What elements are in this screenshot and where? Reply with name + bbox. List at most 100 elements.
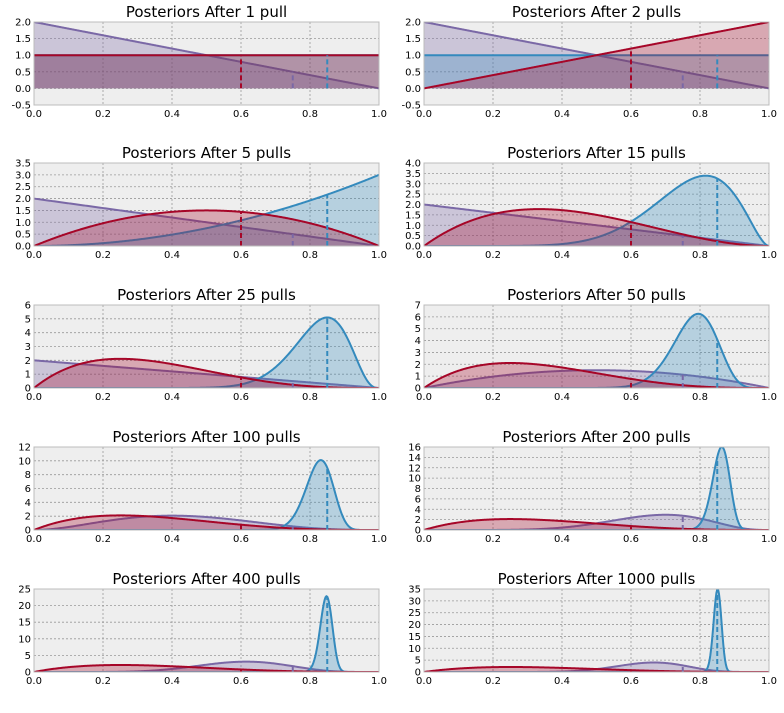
x-tick-label: 1.0 (761, 392, 777, 403)
x-tick-label: 0.6 (233, 250, 249, 261)
posterior-area-arm_b (424, 519, 769, 530)
x-tick-label: 0.0 (26, 109, 42, 120)
curves (34, 459, 379, 530)
posterior-line-arm_c (34, 459, 379, 530)
subplot-2: 0.0 0.2 0.4 0.6 0.8 1.0-0.50.00.51.01.52.0Pos… (401, 3, 776, 120)
y-tick-label: 0.0 (405, 84, 421, 95)
posterior-line-arm_a (424, 203, 769, 246)
y-tick-label: 6 (25, 301, 31, 312)
x-tick-label: 0.2 (95, 392, 111, 403)
curves (34, 316, 379, 388)
y-tick-label: 2 (415, 515, 421, 526)
x-tick-label: 0.6 (233, 676, 249, 687)
x-tick-label: 0.6 (623, 676, 639, 687)
x-tick-label: 0.2 (485, 676, 501, 687)
y-tick-label: 0.5 (405, 67, 421, 78)
subplot-9: 0.0 0.2 0.4 0.6 0.8 1.0 0 5 10 15 20 25 Posteriors A… (18, 570, 387, 687)
y-tick-label: 4 (25, 328, 31, 339)
x-tick-label: 0.0 (416, 250, 432, 261)
posterior-line-arm_b (424, 22, 769, 90)
plot-frame (33, 588, 380, 673)
x-tick-label: 1.0 (761, 676, 777, 687)
x-tick-label: 0.4 (164, 250, 180, 261)
x-tick-label: 0.0 (26, 392, 42, 403)
y-tick-label: 0 (25, 384, 31, 395)
posterior-line-arm_a (424, 369, 769, 388)
y-tick-label: 7 (415, 301, 421, 312)
y-tick-label: 0.0 (15, 242, 31, 253)
y-tick-label: 2.0 (15, 18, 31, 29)
subplot-7: 0.0 0.2 0.4 0.6 0.8 1.0 0 2 4 6 8 10 12 Posteriors Af… (18, 428, 387, 545)
x-tick-label: 0.2 (485, 392, 501, 403)
y-tick-label: -0.5 (401, 101, 421, 112)
x-tick-label: 0.4 (554, 109, 570, 120)
y-tick-label: 4 (25, 498, 31, 509)
posterior-line-arm_c (424, 589, 769, 672)
y-tick-label: 20 (408, 620, 421, 631)
y-tick-label: 1.0 (405, 51, 421, 62)
y-tick-label: 0.5 (15, 67, 31, 78)
subplot-title: Posteriors After 2 pulls (512, 3, 681, 21)
y-tick-label: 2.0 (405, 200, 421, 211)
x-tick-label: 0.4 (164, 109, 180, 120)
curves (424, 22, 769, 90)
posterior-line-arm_c (424, 174, 769, 246)
y-tick-label: 25 (18, 585, 31, 596)
y-tick-label: 1 (25, 370, 31, 381)
x-tick-label: 0.2 (95, 676, 111, 687)
x-tick-label: 0.4 (164, 676, 180, 687)
x-tick-label: 1.0 (371, 392, 387, 403)
y-tick-label: 16 (408, 443, 421, 454)
y-tick-label: 12 (408, 463, 421, 474)
subplot-3: 0.0 0.2 0.4 0.6 0.8 1.00.00.51.01.52.02.53.03… (15, 144, 387, 261)
y-tick-label: 2.5 (405, 190, 421, 201)
x-tick-label: 0.2 (95, 109, 111, 120)
y-tick-label: 3.5 (15, 159, 31, 170)
y-tick-label: 5 (25, 651, 31, 662)
y-tick-label: 0.0 (15, 84, 31, 95)
subplot-title: Posteriors After 25 pulls (117, 286, 296, 304)
posterior-area-arm_b (424, 362, 769, 388)
y-tick-label: 1.5 (15, 206, 31, 217)
plot-frame (423, 21, 770, 106)
y-tick-label: 6 (415, 494, 421, 505)
subplot-title: Posteriors After 1 pull (126, 3, 287, 21)
posterior-line-arm_b (424, 361, 769, 388)
plot-background (424, 589, 769, 672)
y-tick-label: 5 (415, 324, 421, 335)
y-tick-label: 12 (18, 443, 31, 454)
posterior-area-arm_c (34, 174, 379, 246)
y-tick-label: 8 (25, 470, 31, 481)
y-tick-label: 0.5 (15, 230, 31, 241)
x-tick-label: 0.0 (26, 676, 42, 687)
x-tick-label: 0.8 (692, 109, 708, 120)
x-tick-label: 0.2 (485, 250, 501, 261)
y-tick-label: 0 (415, 384, 421, 395)
x-tick-label: 0.4 (554, 392, 570, 403)
x-tick-label: 0.2 (485, 109, 501, 120)
y-tick-label: 0 (25, 526, 31, 537)
y-tick-label: 3.0 (405, 179, 421, 190)
x-tick-label: 1.0 (371, 534, 387, 545)
y-tick-label: 3.0 (15, 170, 31, 181)
y-tick-label: -0.5 (11, 101, 31, 112)
x-tick-label: 0.6 (623, 250, 639, 261)
posterior-area-arm_b (34, 515, 379, 530)
y-tick-label: 10 (18, 456, 31, 467)
x-tick-label: 0.4 (554, 534, 570, 545)
y-tick-label: 5 (25, 314, 31, 325)
x-tick-label: 0.0 (26, 250, 42, 261)
subplot-title: Posteriors After 50 pulls (507, 286, 686, 304)
posterior-area-arm_c (424, 175, 769, 246)
x-tick-label: 0.8 (302, 392, 318, 403)
y-tick-label: 0 (415, 526, 421, 537)
y-tick-label: 3 (415, 348, 421, 359)
y-tick-label: 10 (408, 474, 421, 485)
x-tick-label: 1.0 (761, 534, 777, 545)
posterior-area-arm_c (34, 317, 379, 388)
posterior-line-arm_b (34, 514, 379, 530)
plot-background (424, 22, 769, 105)
